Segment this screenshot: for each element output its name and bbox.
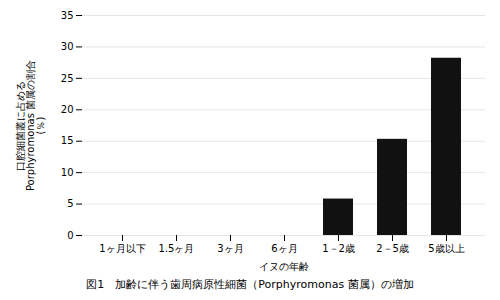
svg-text:1.5ヶ月: 1.5ヶ月 — [159, 243, 195, 254]
svg-text:イヌの年齢: イヌの年齢 — [259, 261, 309, 272]
svg-text:10: 10 — [61, 167, 74, 178]
svg-text:25: 25 — [61, 73, 74, 84]
svg-text:5歳以上: 5歳以上 — [428, 243, 464, 254]
svg-text:3ヶ月: 3ヶ月 — [217, 243, 243, 254]
svg-text:口腔細菌叢に占めるPorphyromonas 菌属の割合(％: 口腔細菌叢に占めるPorphyromonas 菌属の割合(％) — [15, 60, 46, 191]
svg-text:6ヶ月: 6ヶ月 — [271, 243, 297, 254]
svg-text:15: 15 — [61, 135, 74, 146]
svg-text:0: 0 — [67, 230, 73, 241]
html-text:図1 加齢に伴う歯周病原性細菌（Porphyromonas: 図1 加齢に伴う歯周病原性細菌（Porphyromonas 菌属）の増加 — [86, 278, 414, 291]
svg-text:1ヶ月以下: 1ヶ月以下 — [99, 243, 145, 254]
svg-text:5: 5 — [67, 198, 73, 209]
svg-text:2－5歳: 2－5歳 — [376, 243, 409, 254]
svg-text:20: 20 — [61, 104, 74, 115]
svg-text:30: 30 — [61, 41, 74, 52]
svg-text:1－2歳: 1－2歳 — [322, 243, 355, 254]
svg-text:35: 35 — [61, 10, 74, 21]
